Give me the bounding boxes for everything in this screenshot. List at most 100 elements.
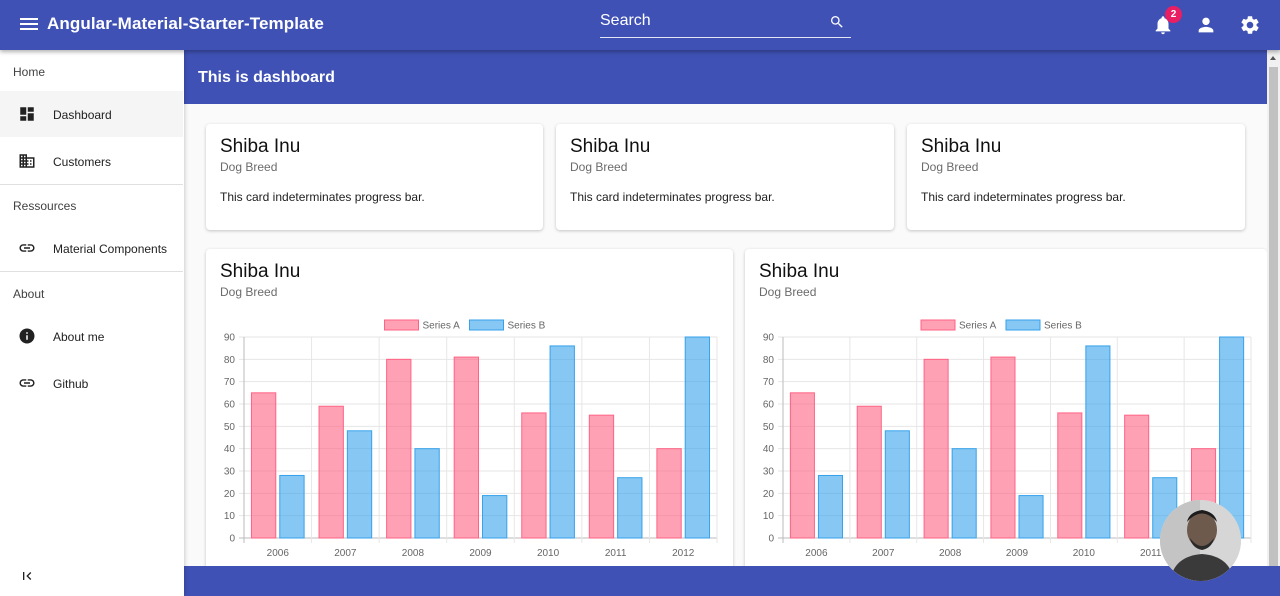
- legend-swatch[interactable]: [384, 319, 419, 331]
- bar-series-a-2012[interactable]: [656, 448, 682, 539]
- bar-series-a-2010[interactable]: [521, 412, 547, 539]
- card-title: Shiba Inu: [570, 136, 651, 157]
- y-tick-label: 40: [224, 444, 236, 455]
- y-tick-label: 80: [763, 355, 775, 366]
- account-icon[interactable]: [1195, 14, 1217, 36]
- card-title: Shiba Inu: [759, 261, 840, 282]
- sidebar-item-customers[interactable]: Customers: [0, 138, 183, 184]
- dashboard-icon: [20, 107, 34, 121]
- business-icon: [19, 154, 35, 168]
- search-icon[interactable]: [829, 14, 845, 30]
- sidebar-group-ressources: Ressources: [13, 199, 77, 213]
- y-tick-label: 40: [763, 444, 775, 455]
- bar-series-b-2011[interactable]: [617, 477, 643, 539]
- sidebar-item-label: Github: [53, 377, 89, 391]
- sidebar-group-home: Home: [13, 65, 46, 79]
- bar-series-b-2007[interactable]: [884, 430, 910, 539]
- x-tick-label: 2010: [1073, 548, 1096, 559]
- x-tick-label: 2010: [537, 548, 560, 559]
- chart-card: Shiba Inu Dog Breed Series A Series B 0 10 2…: [745, 249, 1267, 579]
- bar-series-b-2012[interactable]: [684, 336, 711, 539]
- bar-chart: Series A Series B 0 10 20 30 40 50 60 70 80 90 2006 2…: [763, 319, 1252, 559]
- sidebar-item-label: Customers: [53, 155, 112, 169]
- bar-series-a-2007[interactable]: [856, 405, 882, 539]
- legend-swatch[interactable]: [469, 319, 504, 331]
- sidebar-divider: [0, 271, 183, 272]
- footer-bar: [184, 566, 1280, 596]
- bar-series-b-2012[interactable]: [1219, 336, 1245, 539]
- sidebar-item-label: Dashboard: [53, 108, 112, 122]
- bar-series-a-2008[interactable]: [386, 358, 412, 539]
- y-tick-label: 90: [763, 333, 775, 344]
- bar-series-b-2006[interactable]: [817, 474, 843, 539]
- app-title[interactable]: Angular-Material-Starter-Template: [47, 14, 324, 33]
- info-icon: [19, 328, 35, 344]
- sidebar-item-dashboard[interactable]: Dashboard: [0, 91, 183, 137]
- y-tick-label: 10: [224, 511, 236, 522]
- search-input[interactable]: [600, 10, 820, 30]
- bar-series-a-2008[interactable]: [923, 358, 949, 539]
- bar-series-a-2007[interactable]: [318, 405, 344, 539]
- y-tick-label: 20: [763, 489, 775, 500]
- bar-series-b-2007[interactable]: [346, 430, 373, 539]
- bar-series-b-2006[interactable]: [279, 474, 305, 539]
- sidebar-item-github[interactable]: Github: [0, 360, 183, 406]
- bar-series-b-2010[interactable]: [1085, 345, 1111, 539]
- legend-label[interactable]: Series B: [1044, 321, 1082, 332]
- x-tick-label: 2007: [872, 548, 895, 559]
- legend-swatch[interactable]: [920, 319, 956, 331]
- info-card: Shiba Inu Dog Breed This card indetermin…: [556, 124, 894, 230]
- page-scrollbar[interactable]: [1267, 50, 1280, 579]
- y-tick-label: 70: [763, 377, 775, 388]
- card-subtitle: Dog Breed: [921, 160, 979, 174]
- sidebar-item-label: About me: [53, 330, 105, 344]
- avatar[interactable]: [1160, 500, 1241, 581]
- y-tick-label: 50: [763, 422, 775, 433]
- card-subtitle: Dog Breed: [759, 285, 817, 299]
- card-text: This card indeterminates progress bar.: [220, 190, 425, 204]
- menu-icon[interactable]: [20, 15, 38, 35]
- y-tick-label: 90: [224, 333, 236, 344]
- x-tick-label: 2006: [805, 548, 828, 559]
- x-tick-label: 2011: [1140, 548, 1162, 559]
- bar-series-a-2006[interactable]: [250, 392, 277, 539]
- bar-series-a-2010[interactable]: [1057, 412, 1083, 539]
- sidebar-item-material-components[interactable]: Material Components: [0, 225, 183, 271]
- bar-series-a-2006[interactable]: [789, 392, 815, 539]
- bar-series-a-2011[interactable]: [1124, 414, 1150, 539]
- card-subtitle: Dog Breed: [220, 285, 278, 299]
- legend-label[interactable]: Series A: [959, 321, 997, 332]
- bar-series-b-2009[interactable]: [1018, 495, 1044, 539]
- sidebar-item-about-me[interactable]: About me: [0, 313, 183, 359]
- notification-badge: 2: [1165, 6, 1182, 23]
- legend-swatch[interactable]: [1005, 319, 1041, 331]
- y-tick-label: 30: [224, 467, 236, 478]
- bar-series-b-2009[interactable]: [482, 495, 508, 539]
- card-text: This card indeterminates progress bar.: [570, 190, 775, 204]
- person-photo-icon: [1160, 500, 1241, 581]
- sidebar-divider: [0, 184, 183, 185]
- x-tick-label: 2008: [939, 548, 962, 559]
- collapse-sidebar-icon[interactable]: [19, 568, 35, 584]
- bar-series-b-2010[interactable]: [549, 345, 575, 539]
- page-header: This is dashboard: [184, 50, 1267, 104]
- card-subtitle: Dog Breed: [220, 160, 278, 174]
- x-tick-label: 2009: [1006, 548, 1029, 559]
- settings-icon[interactable]: [1239, 14, 1261, 36]
- bar-series-b-2008[interactable]: [951, 448, 977, 539]
- card-subtitle: Dog Breed: [570, 160, 628, 174]
- bar-series-a-2009[interactable]: [453, 356, 479, 539]
- chart-card: Shiba Inu Dog Breed Series A Series B 0 10 2…: [206, 249, 733, 579]
- link-icon: [19, 244, 35, 252]
- legend-label[interactable]: Series A: [423, 321, 461, 332]
- card-text: This card indeterminates progress bar.: [921, 190, 1126, 204]
- x-tick-label: 2008: [402, 548, 425, 559]
- y-tick-label: 70: [224, 377, 236, 388]
- bar-series-b-2008[interactable]: [414, 448, 440, 539]
- scroll-up-icon[interactable]: [1270, 56, 1276, 60]
- notifications-icon[interactable]: [1152, 14, 1174, 36]
- bar-series-a-2009[interactable]: [990, 356, 1016, 539]
- bar-series-a-2011[interactable]: [588, 414, 615, 539]
- scroll-thumb[interactable]: [1269, 67, 1278, 579]
- legend-label[interactable]: Series B: [508, 321, 546, 332]
